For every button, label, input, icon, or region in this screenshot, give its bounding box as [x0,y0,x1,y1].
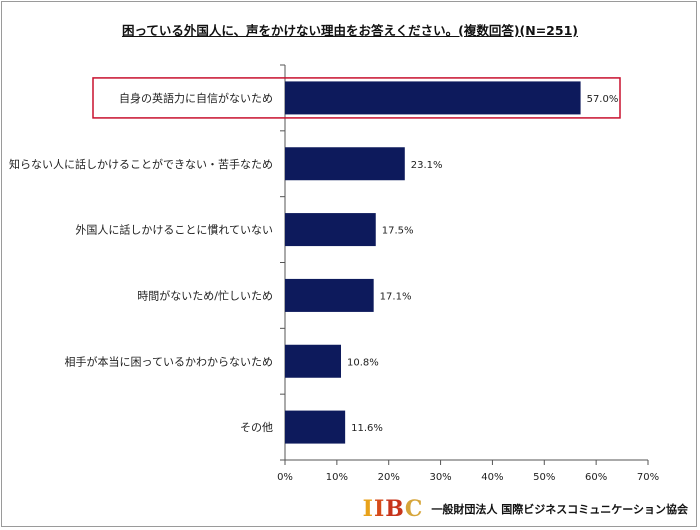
value-label: 11.6% [351,423,383,434]
logo-letter-2: I [373,496,386,522]
category-label: 自身の英語力に自信がないため [119,91,273,105]
value-label: 17.1% [380,291,412,302]
category-label: 相手が本当に困っているかわからないため [65,354,273,368]
bar [285,213,376,247]
organization-name: 一般財団法人 国際ビジネスコミュニケーション協会 [431,503,688,516]
x-tick-label: 50% [533,472,555,483]
x-tick-label: 20% [378,472,400,483]
iibc-logo: I I B C [363,496,424,522]
category-label: その他 [240,421,273,434]
x-tick-label: 60% [585,472,607,483]
footer: I I B C 一般財団法人 国際ビジネスコミュニケーション協会 [363,496,688,522]
value-label: 10.8% [347,357,379,368]
category-label: 時間がないため/忙しいため [137,288,273,302]
x-tick-label: 70% [637,472,659,483]
chart-title: 困っている外国人に、声をかけない理由をお答えください。(複数回答)(N=251) [121,23,578,38]
x-tick-label: 40% [481,472,503,483]
x-tick-label: 0% [277,472,293,483]
bar [285,410,346,444]
bar [285,147,405,181]
bar [285,81,581,115]
logo-letter-4: C [404,496,424,522]
highlight-box [92,77,621,119]
bar [285,344,342,378]
category-label: 知らない人に話しかけることができない・苦手なため [9,157,273,171]
value-label: 17.5% [382,226,414,237]
category-label: 外国人に話しかけることに慣れていない [75,223,273,237]
logo-letter-1: I [362,496,374,522]
x-tick-label: 10% [326,472,348,483]
value-label: 57.0% [587,94,619,105]
bar [285,278,374,312]
logo-letter-3: B [385,496,405,522]
value-label: 23.1% [411,160,443,171]
x-tick-label: 30% [429,472,451,483]
